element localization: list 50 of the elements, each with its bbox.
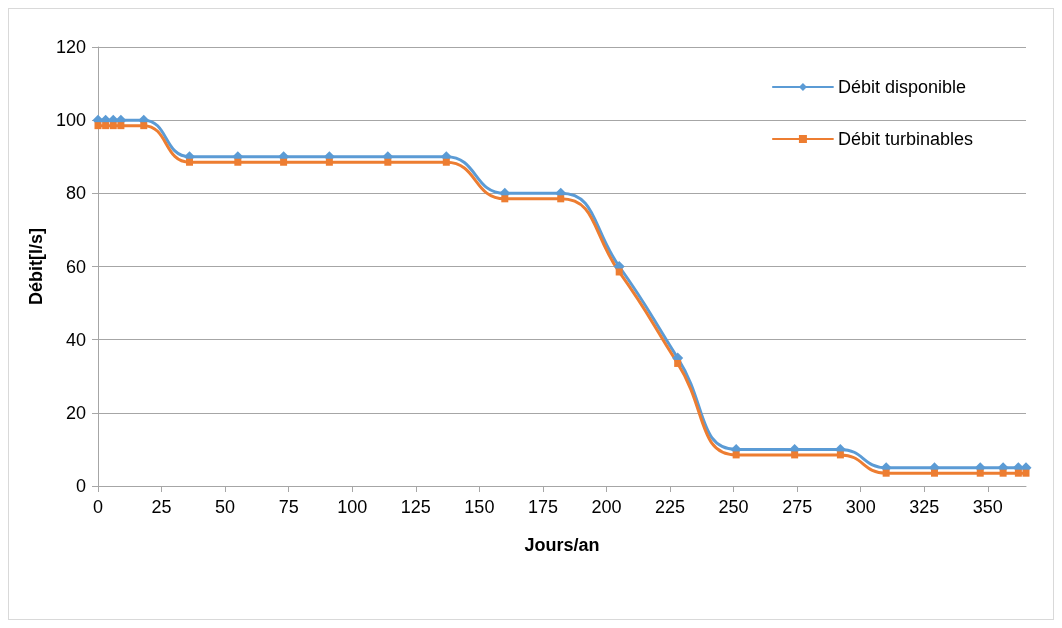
- x-tick-label: 175: [527, 497, 558, 517]
- point: [976, 469, 984, 477]
- y-tick-label: 80: [65, 183, 86, 204]
- y-tick-label: 0: [75, 476, 86, 496]
- y-axis-title: Débit[l/s]: [26, 227, 47, 306]
- y-tick-label: 40: [65, 329, 86, 350]
- point: [791, 451, 799, 459]
- point: [325, 158, 333, 166]
- point: [1014, 469, 1022, 477]
- x-tick-label: 125: [400, 497, 431, 517]
- point: [280, 158, 288, 166]
- legend-label: Débit disponible: [837, 77, 967, 97]
- y-tick-label: 20: [65, 402, 86, 423]
- x-tick-label: 50: [215, 497, 236, 517]
- x-tick-label: 225: [655, 497, 686, 517]
- point: [384, 158, 392, 166]
- x-axis-title: Jours/an: [524, 535, 600, 555]
- point: [186, 158, 194, 166]
- x-tick-label: 275: [782, 497, 813, 517]
- point: [836, 451, 844, 459]
- legend-label: Débit turbinables: [837, 129, 974, 149]
- point: [109, 122, 117, 130]
- x-tick-label: 300: [845, 497, 876, 517]
- y-tick-label: 60: [65, 256, 86, 277]
- point: [732, 451, 740, 459]
- x-tick-label: 325: [909, 497, 940, 517]
- x-tick-label: 75: [278, 497, 299, 517]
- point: [674, 359, 682, 367]
- point: [94, 122, 102, 130]
- point: [140, 122, 148, 130]
- x-tick-label: 25: [151, 497, 172, 517]
- point: [501, 195, 509, 203]
- point: [442, 158, 450, 166]
- x-tick-label: 200: [591, 497, 622, 517]
- point: [882, 469, 890, 477]
- x-tick-label: 100: [337, 497, 368, 517]
- point: [117, 122, 125, 130]
- point: [1022, 469, 1030, 477]
- y-tick-label: 100: [55, 110, 86, 131]
- x-tick-label: 0: [92, 497, 104, 517]
- y-tick-label: 120: [55, 37, 86, 57]
- point: [999, 469, 1007, 477]
- point: [615, 268, 623, 276]
- x-tick-label: 350: [972, 497, 1003, 517]
- point: [557, 195, 565, 203]
- point: [234, 158, 242, 166]
- point: [102, 122, 110, 130]
- point: [930, 469, 938, 477]
- x-tick-label: 150: [464, 497, 495, 517]
- x-tick-label: 250: [718, 497, 749, 517]
